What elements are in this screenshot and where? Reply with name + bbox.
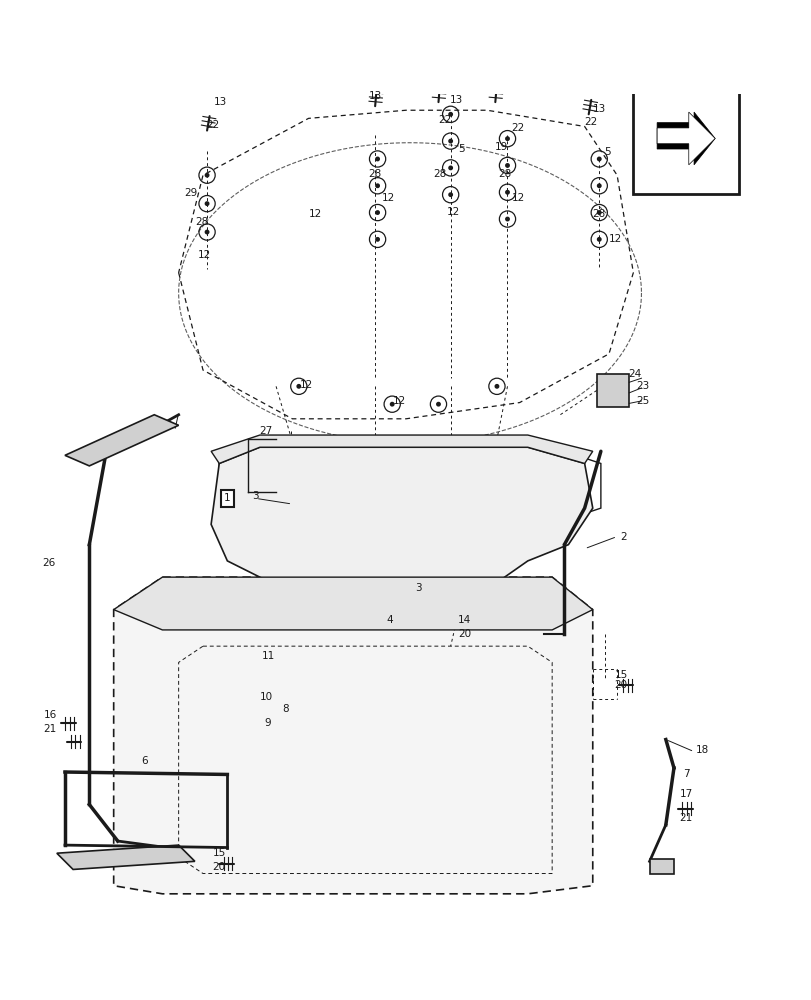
Circle shape — [504, 163, 509, 168]
Text: 19: 19 — [495, 142, 508, 152]
Text: 12: 12 — [381, 193, 394, 203]
Polygon shape — [211, 447, 592, 597]
Text: 20: 20 — [212, 862, 225, 872]
Circle shape — [375, 210, 380, 215]
Text: 2: 2 — [620, 532, 626, 542]
Text: 22: 22 — [206, 120, 219, 130]
Circle shape — [504, 217, 509, 221]
Text: 18: 18 — [695, 745, 708, 755]
Text: 5: 5 — [457, 144, 464, 154]
Text: 15: 15 — [614, 670, 627, 680]
Circle shape — [296, 384, 301, 389]
Circle shape — [448, 192, 453, 197]
Text: 21: 21 — [44, 724, 57, 734]
Text: 8: 8 — [282, 704, 289, 714]
Circle shape — [448, 112, 453, 117]
Text: 13: 13 — [368, 91, 381, 101]
Text: 13: 13 — [214, 97, 227, 107]
Text: 3: 3 — [414, 583, 421, 593]
Text: 13: 13 — [449, 95, 462, 105]
Text: 13: 13 — [592, 104, 605, 114]
Polygon shape — [114, 577, 592, 894]
Text: 1: 1 — [224, 493, 230, 503]
Text: 12: 12 — [446, 207, 459, 217]
Text: 21: 21 — [679, 813, 692, 823]
Text: 12: 12 — [393, 396, 406, 406]
Text: 7: 7 — [682, 769, 689, 779]
Polygon shape — [57, 845, 195, 869]
Text: 20: 20 — [457, 629, 470, 639]
Text: 29: 29 — [184, 188, 197, 198]
Circle shape — [204, 173, 209, 178]
Text: 27: 27 — [260, 426, 272, 436]
Text: 28: 28 — [433, 169, 446, 179]
Circle shape — [375, 157, 380, 161]
Circle shape — [504, 190, 509, 195]
Text: 22: 22 — [511, 123, 524, 133]
Text: 22: 22 — [438, 115, 451, 125]
Text: 17: 17 — [679, 789, 692, 799]
Text: 12: 12 — [308, 209, 321, 219]
Text: 6: 6 — [141, 756, 148, 766]
Circle shape — [596, 157, 601, 161]
Text: 4: 4 — [386, 615, 393, 625]
Text: 10: 10 — [260, 692, 272, 702]
Text: 11: 11 — [261, 651, 274, 661]
Circle shape — [436, 402, 440, 407]
Polygon shape — [596, 374, 629, 407]
Text: 12: 12 — [198, 250, 211, 260]
Circle shape — [504, 136, 509, 141]
Polygon shape — [649, 859, 673, 874]
Circle shape — [448, 139, 453, 144]
Text: 28: 28 — [195, 217, 208, 227]
Text: 3: 3 — [252, 491, 259, 501]
Circle shape — [596, 237, 601, 242]
Circle shape — [494, 384, 499, 389]
Text: 28: 28 — [498, 169, 511, 179]
Text: 15: 15 — [212, 848, 225, 858]
Text: 23: 23 — [636, 381, 649, 391]
Circle shape — [375, 237, 380, 242]
Circle shape — [389, 402, 394, 407]
Text: 14: 14 — [457, 615, 470, 625]
Text: 28: 28 — [592, 209, 605, 219]
Polygon shape — [211, 435, 592, 463]
Circle shape — [596, 210, 601, 215]
Text: 16: 16 — [44, 710, 57, 720]
Text: 12: 12 — [608, 234, 621, 244]
Text: 12: 12 — [511, 193, 524, 203]
Circle shape — [375, 183, 380, 188]
Text: 28: 28 — [368, 169, 381, 179]
Text: 9: 9 — [264, 718, 271, 728]
Text: 22: 22 — [584, 117, 597, 127]
Polygon shape — [656, 112, 714, 165]
Text: 25: 25 — [636, 396, 649, 406]
Text: 5: 5 — [603, 147, 610, 157]
Polygon shape — [114, 577, 592, 630]
Bar — [633, 88, 738, 194]
Text: 20: 20 — [614, 680, 627, 690]
Circle shape — [204, 230, 209, 234]
Circle shape — [204, 201, 209, 206]
Text: 26: 26 — [42, 558, 55, 568]
Polygon shape — [65, 415, 178, 466]
Circle shape — [596, 183, 601, 188]
Polygon shape — [656, 112, 714, 165]
Text: 12: 12 — [300, 380, 313, 390]
Text: 24: 24 — [628, 369, 641, 379]
Circle shape — [448, 165, 453, 170]
